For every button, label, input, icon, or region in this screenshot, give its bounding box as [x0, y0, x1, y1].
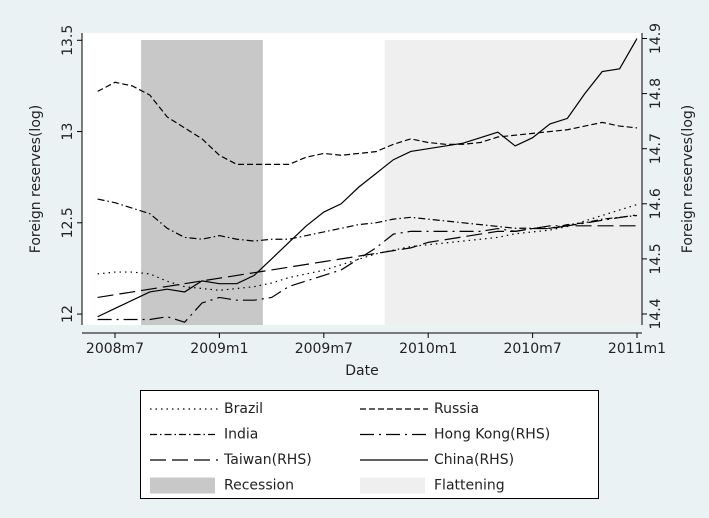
y2-axis-label: Foreign reserves(log): [680, 105, 696, 253]
y-axis-label: Foreign reserves(log): [28, 105, 44, 253]
y2-tick-label: 14.5: [648, 243, 664, 274]
series-line: [97, 225, 637, 299]
legend-label: Russia: [434, 401, 479, 417]
series-line: [97, 214, 638, 323]
series-line: [97, 38, 638, 318]
shade: [141, 40, 263, 325]
y-tick-label: 12.5: [60, 207, 76, 238]
x-tick-label: 2009m7: [295, 341, 353, 357]
legend-swatch: [150, 477, 215, 494]
y2-tick-label: 14.7: [648, 133, 664, 164]
y2-tick-label: 14.8: [648, 78, 664, 109]
x-tick-label: 2010m1: [399, 341, 457, 357]
y-tick-label: 12: [60, 305, 76, 323]
legend-label: Recession: [224, 478, 294, 494]
legend-label: Flattening: [434, 478, 505, 494]
y-tick-label: 13.5: [60, 25, 76, 56]
x-axis-label: Date: [345, 363, 378, 379]
series-line: [97, 198, 638, 242]
legend-swatch: [360, 477, 425, 494]
legend-label: China(RHS): [434, 452, 514, 468]
x-tick-label: 2011m1: [608, 341, 666, 357]
series-line: [97, 81, 638, 165]
legend-label: Taiwan(RHS): [223, 452, 312, 468]
y2-tick-label: 14.6: [648, 188, 664, 219]
y2-tick-label: 14.9: [648, 23, 664, 54]
legend-label: Hong Kong(RHS): [434, 427, 550, 443]
shade: [384, 40, 642, 325]
x-tick-label: 2010m7: [504, 341, 562, 357]
legend-label: India: [224, 427, 258, 443]
x-tick-label: 2008m7: [86, 341, 144, 357]
x-tick-label: 2009m1: [190, 341, 248, 357]
y2-tick-label: 14.4: [648, 298, 664, 329]
y-tick-label: 13: [60, 123, 76, 141]
legend-label: Brazil: [224, 401, 263, 417]
